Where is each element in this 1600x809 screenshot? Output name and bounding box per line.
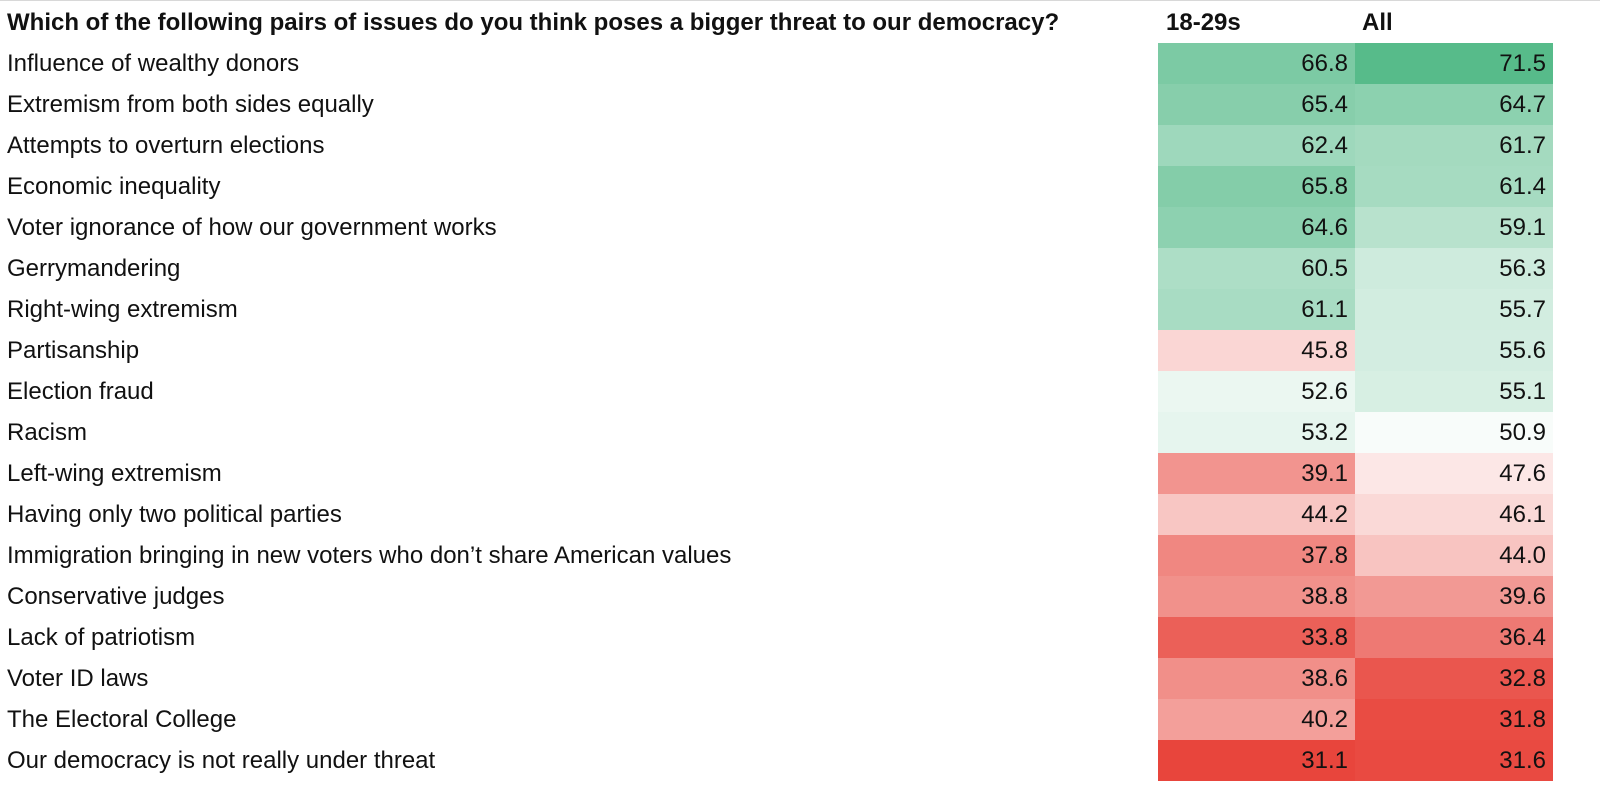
table-row: Our democracy is not really under threat… — [0, 740, 1600, 781]
column-header-18-29s: 18-29s — [1166, 8, 1241, 36]
value-cell-all: 31.8 — [1355, 699, 1553, 740]
table-row: Extremism from both sides equally 65.4 64.… — [0, 84, 1600, 125]
value-cell-18-29s: 61.1 — [1158, 289, 1355, 330]
value-cell-all: 46.1 — [1355, 494, 1553, 535]
value-cell-all: 39.6 — [1355, 576, 1553, 617]
value-cell-all: 44.0 — [1355, 535, 1553, 576]
value-cell-all: 56.3 — [1355, 248, 1553, 289]
table-row: Having only two political parties 44.2 46.… — [0, 494, 1600, 535]
value-cell-18-29s: 65.8 — [1158, 166, 1355, 207]
table-row: Lack of patriotism 33.8 36.4 — [0, 617, 1600, 658]
value-cell-18-29s: 44.2 — [1158, 494, 1355, 535]
value-cell-all: 36.4 — [1355, 617, 1553, 658]
value-cell-18-29s: 65.4 — [1158, 84, 1355, 125]
row-label: Attempts to overturn elections — [7, 131, 325, 159]
value-cell-18-29s: 53.2 — [1158, 412, 1355, 453]
row-label: Election fraud — [7, 377, 154, 405]
value-cell-18-29s: 52.6 — [1158, 371, 1355, 412]
value-cell-all: 59.1 — [1355, 207, 1553, 248]
row-label: Economic inequality — [7, 172, 221, 200]
table-row: Left-wing extremism 39.1 47.6 — [0, 453, 1600, 494]
value-cell-all: 31.6 — [1355, 740, 1553, 781]
row-label: Gerrymandering — [7, 254, 181, 282]
value-cell-all: 55.6 — [1355, 330, 1553, 371]
row-label: Racism — [7, 418, 88, 446]
row-label: Voter ignorance of how our government wo… — [7, 213, 497, 241]
value-cell-all: 50.9 — [1355, 412, 1553, 453]
value-cell-18-29s: 37.8 — [1158, 535, 1355, 576]
table-row: Conservative judges 38.8 39.6 — [0, 576, 1600, 617]
table-row: Voter ID laws 38.6 32.8 — [0, 658, 1600, 699]
row-label: Right-wing extremism — [7, 295, 238, 323]
row-label: Having only two political parties — [7, 500, 342, 528]
row-label: The Electoral College — [7, 705, 237, 733]
value-cell-18-29s: 66.8 — [1158, 43, 1355, 84]
table-row: Racism 53.2 50.9 — [0, 412, 1600, 453]
table-title: Which of the following pairs of issues d… — [7, 8, 1060, 36]
row-label: Conservative judges — [7, 582, 225, 610]
top-border — [0, 0, 1600, 1]
value-cell-all: 61.4 — [1355, 166, 1553, 207]
value-cell-all: 55.7 — [1355, 289, 1553, 330]
value-cell-all: 47.6 — [1355, 453, 1553, 494]
value-cell-all: 32.8 — [1355, 658, 1553, 699]
value-cell-18-29s: 38.6 — [1158, 658, 1355, 699]
row-label: Our democracy is not really under threat — [7, 746, 436, 774]
row-label: Voter ID laws — [7, 664, 149, 692]
table-row: Election fraud 52.6 55.1 — [0, 371, 1600, 412]
row-label: Lack of patriotism — [7, 623, 196, 651]
value-cell-all: 61.7 — [1355, 125, 1553, 166]
table-row: Immigration bringing in new voters who d… — [0, 535, 1600, 576]
table-row: Influence of wealthy donors 66.8 71.5 — [0, 43, 1600, 84]
row-label: Immigration bringing in new voters who d… — [7, 541, 732, 569]
table-row: Right-wing extremism 61.1 55.7 — [0, 289, 1600, 330]
table-row: Gerrymandering 60.5 56.3 — [0, 248, 1600, 289]
column-header-all: All — [1362, 8, 1393, 36]
value-cell-18-29s: 45.8 — [1158, 330, 1355, 371]
value-cell-18-29s: 39.1 — [1158, 453, 1355, 494]
value-cell-18-29s: 40.2 — [1158, 699, 1355, 740]
table-row: Attempts to overturn elections 62.4 61.7 — [0, 125, 1600, 166]
value-cell-18-29s: 64.6 — [1158, 207, 1355, 248]
value-cell-all: 55.1 — [1355, 371, 1553, 412]
value-cell-18-29s: 33.8 — [1158, 617, 1355, 658]
row-label: Influence of wealthy donors — [7, 49, 300, 77]
table-row: The Electoral College 40.2 31.8 — [0, 699, 1600, 740]
table-body: Influence of wealthy donors 66.8 71.5 Extre… — [0, 43, 1600, 781]
row-label: Left-wing extremism — [7, 459, 222, 487]
row-label: Extremism from both sides equally — [7, 90, 374, 118]
row-label: Partisanship — [7, 336, 140, 364]
table-row: Economic inequality 65.8 61.4 — [0, 166, 1600, 207]
value-cell-18-29s: 60.5 — [1158, 248, 1355, 289]
table-row: Voter ignorance of how our government wo… — [0, 207, 1600, 248]
value-cell-18-29s: 38.8 — [1158, 576, 1355, 617]
value-cell-all: 71.5 — [1355, 43, 1553, 84]
table-row: Partisanship 45.8 55.6 — [0, 330, 1600, 371]
value-cell-all: 64.7 — [1355, 84, 1553, 125]
value-cell-18-29s: 62.4 — [1158, 125, 1355, 166]
value-cell-18-29s: 31.1 — [1158, 740, 1355, 781]
